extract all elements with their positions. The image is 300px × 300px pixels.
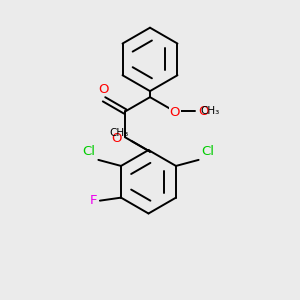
Text: CH₃: CH₃ bbox=[110, 128, 129, 138]
Text: O: O bbox=[169, 106, 180, 119]
Text: CH₃: CH₃ bbox=[200, 106, 220, 116]
Text: O: O bbox=[98, 83, 109, 96]
Text: O: O bbox=[112, 132, 122, 145]
Text: O: O bbox=[199, 105, 209, 118]
Text: Cl: Cl bbox=[82, 145, 95, 158]
Text: F: F bbox=[89, 194, 97, 207]
Text: Cl: Cl bbox=[202, 145, 214, 158]
